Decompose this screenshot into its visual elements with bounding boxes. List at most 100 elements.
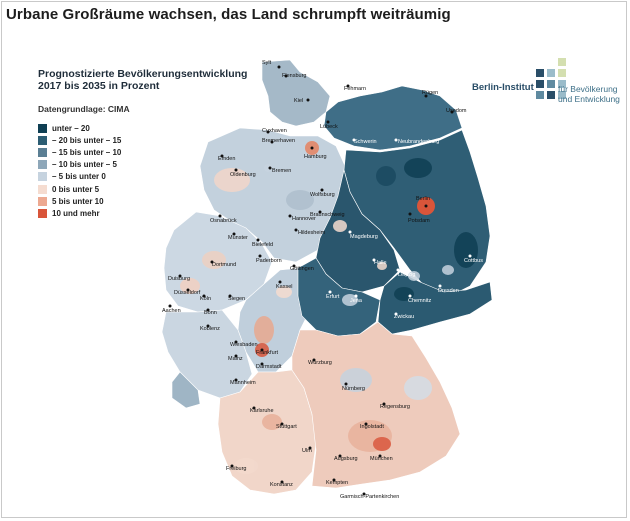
- city-label: Mannheim: [230, 380, 256, 386]
- legend-item: – 20 bis unter – 15: [38, 134, 121, 146]
- logo-subtitle-line1: für Bevölkerung: [558, 84, 618, 94]
- city-label: Nürnberg: [342, 386, 365, 392]
- region-bayern: [291, 321, 461, 489]
- legend-label: – 15 bis unter – 10: [52, 147, 122, 157]
- city-label: Flensburg: [282, 73, 306, 79]
- city-label: Lübeck: [320, 124, 338, 130]
- city-label: Konstanz: [270, 482, 293, 488]
- city-label: Duisburg: [168, 276, 190, 282]
- city-label: Ingolstadt: [360, 424, 384, 430]
- region-mecklenburg-vorpommern: [323, 85, 463, 151]
- legend-swatch: [38, 184, 47, 194]
- city-label: Stuttgart: [276, 424, 297, 430]
- logo-dot: [536, 91, 544, 99]
- legend: unter – 20 – 20 bis unter – 15 – 15 bis un…: [38, 122, 121, 220]
- region-saarland: [171, 371, 201, 409]
- city-label: Leipzig: [398, 272, 415, 278]
- city-label: Kassel: [276, 284, 293, 290]
- city-label: Paderborn: [256, 258, 282, 264]
- city-label: Darmstadt: [256, 364, 282, 370]
- city-label: Köln: [200, 296, 211, 302]
- logo-name: Berlin-Institut: [472, 82, 534, 93]
- map-title-line2: 2017 bis 2035 in Prozent: [38, 80, 160, 92]
- legend-label: – 5 bis unter 0: [52, 172, 106, 182]
- map-source: Datengrundlage: CIMA: [38, 104, 130, 114]
- city-label: Mainz: [228, 356, 243, 362]
- legend-item: unter – 20: [38, 122, 121, 134]
- city-label: Berlin: [416, 196, 430, 202]
- legend-item: 5 bis unter 10: [38, 195, 121, 207]
- city-label: Koblenz: [200, 326, 220, 332]
- region-schleswig-holstein: [261, 59, 331, 127]
- city-label: Usedom: [446, 108, 467, 114]
- city-label: Garmisch-Partenkirchen: [340, 494, 399, 500]
- city-label: Jena: [350, 298, 363, 304]
- logo-dot: [536, 69, 544, 77]
- logo-dot: [558, 58, 566, 66]
- map-title: Prognostizierte Bevölkerungsentwicklung …: [38, 68, 247, 92]
- city-label: Aachen: [162, 308, 181, 314]
- city-label: Schwerin: [354, 139, 377, 145]
- city-label: Düsseldorf: [174, 290, 201, 296]
- city-label: Fehmarn: [344, 86, 366, 92]
- city-label: Freiburg: [226, 466, 246, 472]
- logo-dot: [547, 91, 555, 99]
- city-label: München: [370, 456, 393, 462]
- legend-swatch: [38, 135, 47, 145]
- city-label: Hannover: [292, 216, 316, 222]
- city-label: Wolfsburg: [310, 192, 335, 198]
- legend-label: 10 und mehr: [52, 208, 100, 218]
- logo-dot: [558, 80, 566, 88]
- city-label: Erfurt: [326, 294, 340, 300]
- city-label: Augsburg: [334, 456, 358, 462]
- logo-dot: [536, 80, 544, 88]
- legend-swatch: [38, 208, 47, 218]
- region-bremen: [264, 164, 272, 172]
- city-label: Frankfurt: [256, 350, 278, 356]
- legend-label: unter – 20: [52, 123, 90, 133]
- logo-dot: [558, 91, 566, 99]
- legend-swatch: [38, 172, 47, 182]
- city-label: Hildesheim: [298, 230, 326, 236]
- city-label: Siegen: [228, 296, 245, 302]
- legend-swatch: [38, 160, 47, 170]
- city-label: Göttingen: [290, 266, 314, 272]
- city-label: Regensburg: [380, 404, 410, 410]
- city-label: Osnabrück: [210, 218, 237, 224]
- city-labels: Sylt Flensburg Fehmarn Rügen Kiel Lübeck…: [162, 60, 483, 500]
- city-label: Kiel: [294, 98, 303, 104]
- legend-item: 0 bis unter 5: [38, 183, 121, 195]
- legend-item: – 10 bis unter – 5: [38, 159, 121, 171]
- city-label: Hamburg: [304, 154, 327, 160]
- city-label: Karlsruhe: [250, 408, 274, 414]
- city-label: Dortmund: [212, 262, 236, 268]
- legend-label: – 10 bis unter – 5: [52, 160, 117, 170]
- city-label: Ulm: [302, 448, 312, 454]
- legend-swatch: [38, 123, 47, 133]
- map-title-line1: Prognostizierte Bevölkerungsentwicklung: [38, 68, 248, 80]
- logo-subtitle-line2: und Entwicklung: [558, 94, 620, 104]
- legend-item: 10 und mehr: [38, 207, 121, 219]
- city-label: Münster: [228, 235, 248, 241]
- city-label: Halle: [374, 260, 387, 266]
- city-label: Bremen: [272, 168, 291, 174]
- logo-dot: [558, 69, 566, 77]
- logo-dot: [547, 80, 555, 88]
- district-patches: [180, 158, 478, 474]
- city-label: Wiesbaden: [230, 342, 258, 348]
- city-label: Oldenburg: [230, 172, 256, 178]
- city-label: Braunschweig: [310, 212, 345, 218]
- legend-label: 0 bis unter 5: [52, 184, 100, 194]
- city-label: Zwickau: [394, 314, 414, 320]
- legend-item: – 5 bis unter 0: [38, 171, 121, 183]
- city-label: Kempten: [326, 480, 348, 486]
- city-label: Cuxhaven: [262, 128, 287, 134]
- legend-swatch: [38, 196, 47, 206]
- legend-swatch: [38, 147, 47, 157]
- city-label: Bielefeld: [252, 242, 273, 248]
- logo-subtitle: für Bevölkerung und Entwicklung: [558, 84, 620, 104]
- city-label: Chemnitz: [408, 298, 431, 304]
- city-label: Neubrandenburg: [398, 139, 439, 145]
